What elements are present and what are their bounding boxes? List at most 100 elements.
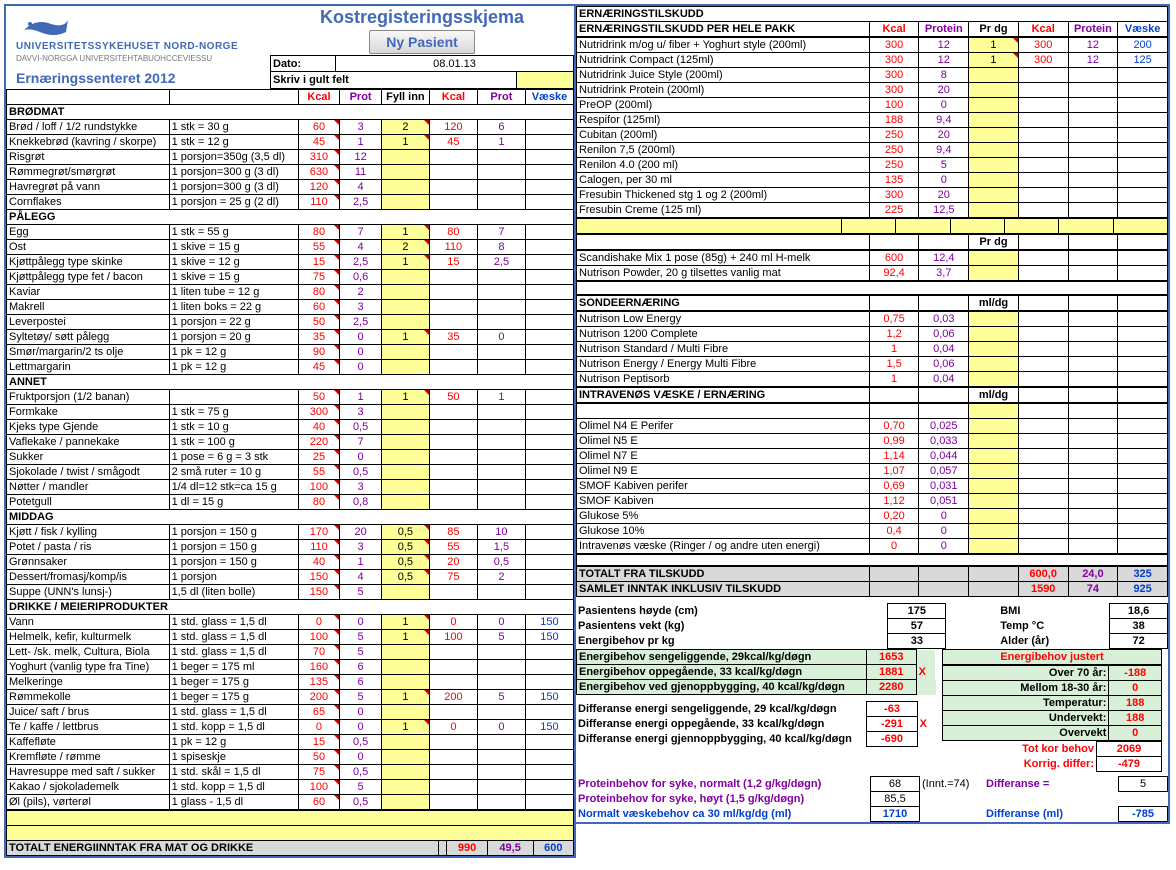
fill-cell[interactable] [381, 794, 429, 809]
fill-cell[interactable] [969, 372, 1019, 387]
fill-cell[interactable] [381, 179, 429, 194]
table-row: Olimel N5 E0,990,033 [577, 434, 1168, 449]
fill-cell[interactable] [381, 314, 429, 329]
fill-cell[interactable] [381, 284, 429, 299]
iv-header: INTRAVENØS VÆSKE / ERNÆRING [577, 388, 870, 403]
fill-cell[interactable] [969, 128, 1019, 143]
fill-cell[interactable] [969, 98, 1019, 113]
fill-cell[interactable] [381, 419, 429, 434]
fill-cell[interactable] [381, 479, 429, 494]
fill-cell[interactable]: 1 [381, 134, 429, 149]
table-row: SMOF Kabiven perifer0,690,031 [577, 479, 1168, 494]
fill-cell[interactable]: 2 [381, 239, 429, 254]
fill-cell[interactable] [969, 342, 1019, 357]
col-kcal2: Kcal [429, 89, 477, 104]
fill-cell[interactable] [381, 674, 429, 689]
fill-cell[interactable] [969, 312, 1019, 327]
fill-cell[interactable] [381, 434, 429, 449]
fill-cell[interactable]: 2 [381, 119, 429, 134]
fill-cell[interactable] [381, 764, 429, 779]
fill-cell[interactable] [969, 203, 1019, 218]
fill-cell[interactable] [381, 644, 429, 659]
table-row: Olimel N9 E1,070,057 [577, 464, 1168, 479]
fill-cell[interactable] [969, 327, 1019, 342]
fill-cell[interactable] [381, 734, 429, 749]
fill-cell[interactable]: 1 [381, 689, 429, 704]
fill-cell[interactable] [969, 68, 1019, 83]
table-row: Kakao / sjokolademelk1 std. kopp = 1,5 d… [7, 779, 574, 794]
fill-cell[interactable] [381, 704, 429, 719]
fill-cell[interactable] [969, 173, 1019, 188]
fill-cell[interactable] [969, 524, 1019, 539]
fill-cell[interactable] [381, 164, 429, 179]
fill-cell[interactable] [969, 434, 1019, 449]
fill-cell[interactable]: 1 [381, 329, 429, 344]
table-row: Renilon 7,5 (200ml)2509,4 [577, 143, 1168, 158]
fill-cell[interactable] [381, 269, 429, 284]
table-row: Kjøttpålegg type skinke1 skive = 12 g152… [7, 254, 574, 269]
fill-cell[interactable] [969, 494, 1019, 509]
fill-cell[interactable]: 0,5 [381, 524, 429, 539]
fill-cell[interactable]: 0,5 [381, 569, 429, 584]
table-row: Fresubin Thickened stg 1 og 2 (200ml)300… [577, 188, 1168, 203]
fill-cell[interactable] [969, 143, 1019, 158]
table-row: Havregrøt på vann1 porsjon=300 g (3 dl)1… [7, 179, 574, 194]
fill-cell[interactable] [381, 749, 429, 764]
fill-cell[interactable] [969, 419, 1019, 434]
fill-cell[interactable] [381, 449, 429, 464]
fill-cell[interactable]: 1 [381, 254, 429, 269]
date-value: 08.01.13 [336, 55, 574, 71]
table-row: Nutridrink Protein (200ml)30020 [577, 83, 1168, 98]
fill-cell[interactable]: 1 [381, 389, 429, 404]
center-name: Ernæringssenteret 2012 [8, 68, 268, 88]
fill-cell[interactable] [381, 494, 429, 509]
fill-cell[interactable] [381, 584, 429, 599]
fill-cell[interactable]: 1 [381, 224, 429, 239]
fill-cell[interactable] [969, 479, 1019, 494]
fill-cell[interactable]: 1 [381, 719, 429, 734]
fill-cell[interactable] [969, 113, 1019, 128]
fill-cell[interactable] [969, 539, 1019, 554]
fill-cell[interactable] [969, 357, 1019, 372]
fill-cell[interactable]: 1 [381, 614, 429, 629]
table-row: Kjøtt / fisk / kylling1 porsjon = 150 g1… [7, 524, 574, 539]
fill-cell[interactable] [381, 194, 429, 209]
fill-cell[interactable]: 0,5 [381, 539, 429, 554]
new-patient-button[interactable]: Ny Pasient [369, 30, 475, 54]
fill-cell[interactable] [969, 251, 1019, 266]
fill-cell[interactable] [381, 659, 429, 674]
fill-cell[interactable] [381, 344, 429, 359]
fill-cell[interactable]: 1 [969, 53, 1019, 68]
fill-cell[interactable] [969, 83, 1019, 98]
fill-cell[interactable] [381, 359, 429, 374]
fill-cell[interactable] [381, 464, 429, 479]
section-header: ANNET [7, 374, 574, 389]
fill-cell[interactable]: 1 [381, 629, 429, 644]
table-row: Rømmegrøt/smørgrøt1 porsjon=300 g (3 dl)… [7, 164, 574, 179]
fill-cell[interactable] [381, 404, 429, 419]
table-row: Fruktporsjon (1/2 banan)5011501 [7, 389, 574, 404]
fill-cell[interactable] [969, 266, 1019, 281]
table-row: Nøtter / mandler1/4 dl=12 stk=ca 15 g100… [7, 479, 574, 494]
fill-cell[interactable] [969, 509, 1019, 524]
fill-cell[interactable] [969, 449, 1019, 464]
table-row: Nutridrink Juice Style (200ml)3008 [577, 68, 1168, 83]
fill-cell[interactable] [969, 158, 1019, 173]
fill-cell[interactable] [381, 149, 429, 164]
fill-cell[interactable] [969, 404, 1019, 419]
table-row: Calogen, per 30 ml1350 [577, 173, 1168, 188]
blank-yellow[interactable] [516, 72, 573, 88]
table-row: Lett- /sk. melk, Cultura, Biola1 std. gl… [7, 644, 574, 659]
sonde-header: SONDEERNÆRING [577, 296, 870, 311]
col-prot2: Prot [477, 89, 525, 104]
table-row: Cubitan (200ml)25020 [577, 128, 1168, 143]
fill-cell[interactable] [381, 299, 429, 314]
table-row: Respifor (125ml)1889,4 [577, 113, 1168, 128]
fill-cell[interactable]: 1 [969, 38, 1019, 53]
table-row: Fresubin Creme (125 ml)22512,5 [577, 203, 1168, 218]
table-row: Nutrison 1200 Complete1,20,06 [577, 327, 1168, 342]
fill-cell[interactable]: 0,5 [381, 554, 429, 569]
fill-cell[interactable] [381, 779, 429, 794]
fill-cell[interactable] [969, 188, 1019, 203]
fill-cell[interactable] [969, 464, 1019, 479]
